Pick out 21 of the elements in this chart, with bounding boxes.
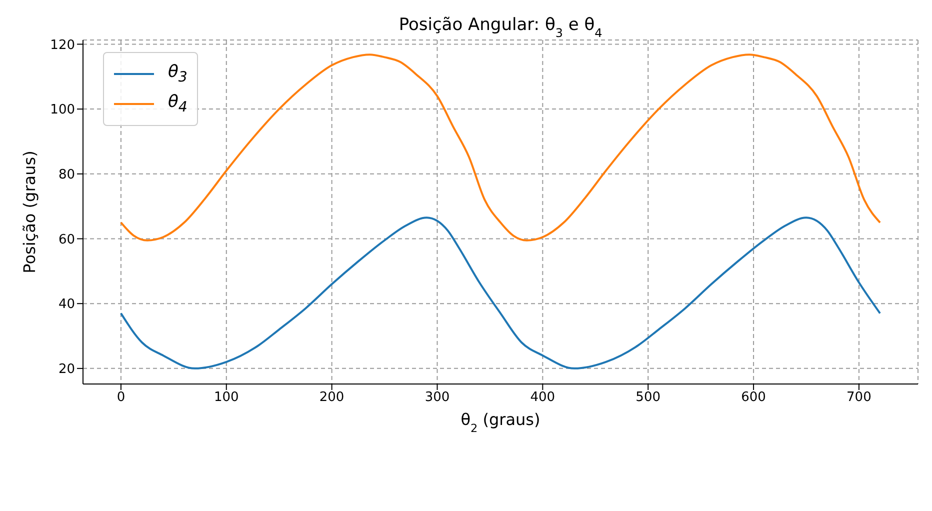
legend-label: θ$_{4}$ — [168, 92, 188, 116]
x-tick-label: 200 — [319, 390, 344, 406]
x-tick-label: 300 — [424, 390, 450, 406]
x-tick-label: 400 — [530, 390, 556, 406]
y-tick-label: 100 — [50, 102, 75, 118]
y-axis-title: Posição (graus) — [20, 150, 39, 274]
x-axis-title: θ$_{2}$ (graus) — [460, 410, 540, 434]
x-tick-label: 500 — [636, 390, 661, 406]
y-tick-label: 80 — [58, 168, 75, 183]
line-series — [120, 54, 882, 242]
y-tick-label: 20 — [58, 362, 75, 378]
x-tick-label: 0 — [116, 390, 126, 406]
legend-label: θ$_{3}$ — [168, 62, 188, 86]
line-series — [120, 216, 882, 370]
x-tick-label: 700 — [846, 390, 872, 406]
chart-title: Posição Angular: θ$_{3}$ e θ$_{4}$ — [398, 15, 602, 40]
x-tick-label: 600 — [741, 390, 766, 406]
y-tick-label: 60 — [58, 232, 75, 248]
x-tick-label: 100 — [214, 390, 239, 406]
y-tick-label: 120 — [50, 38, 75, 53]
y-tick-label: 40 — [58, 297, 75, 312]
